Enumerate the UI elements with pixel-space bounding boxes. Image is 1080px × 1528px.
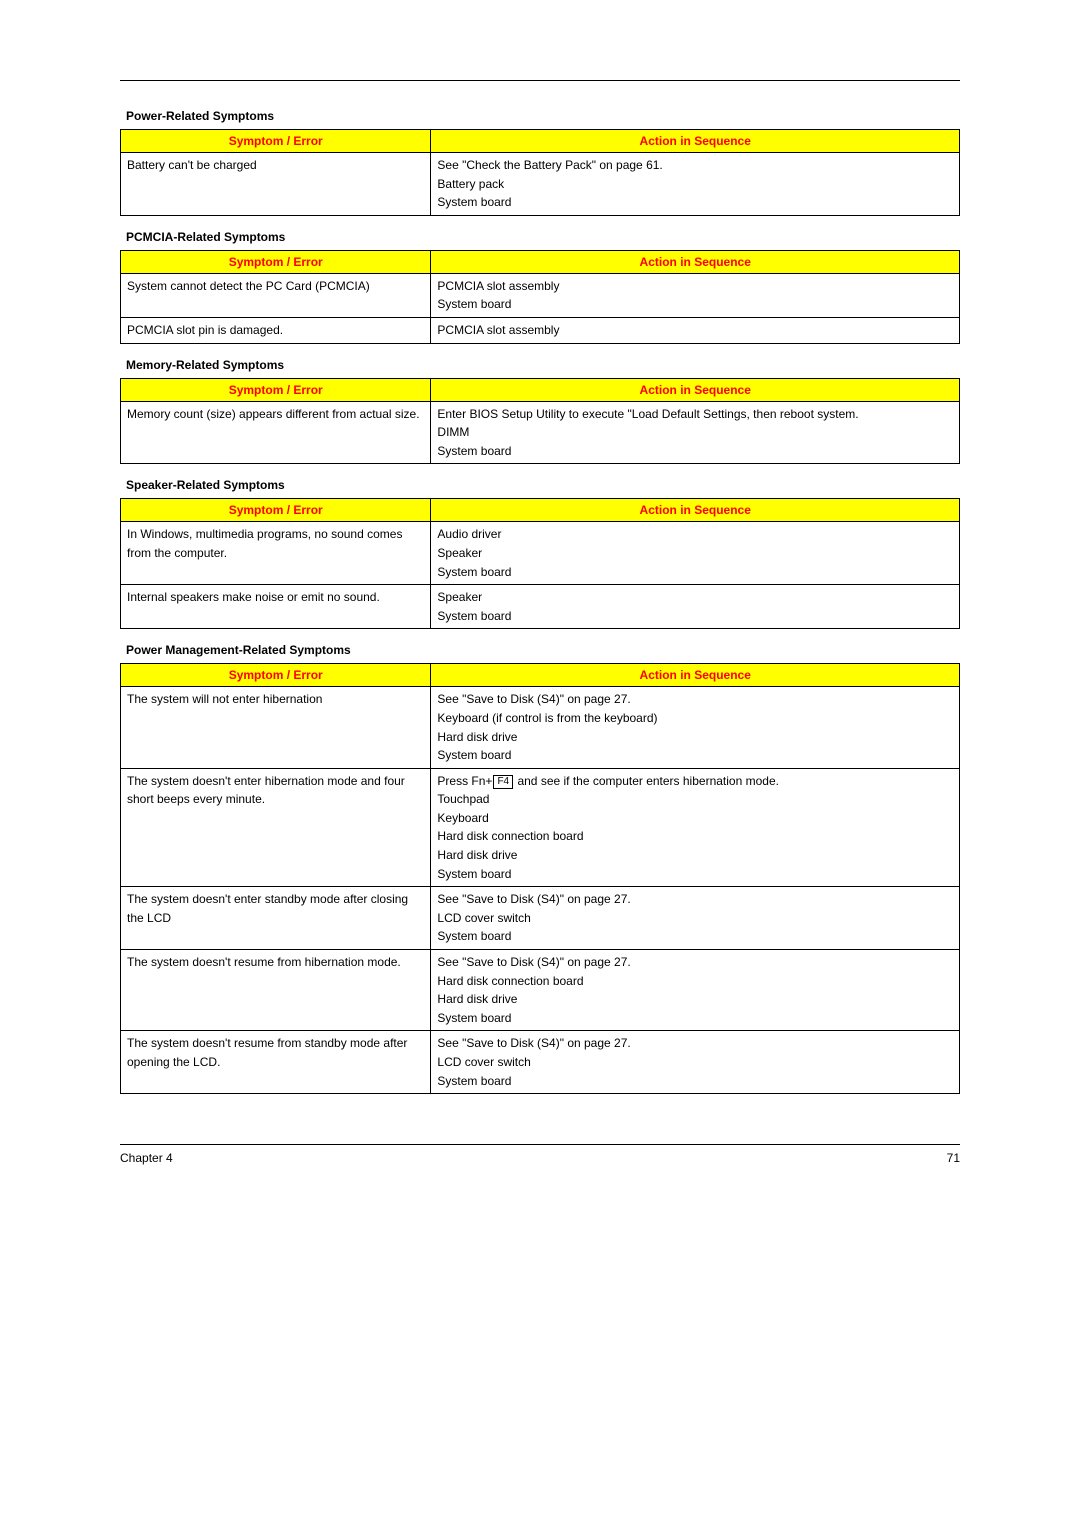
action-cell: PCMCIA slot assemblySystem board [431,273,960,317]
symptom-table: Symptom / ErrorAction in SequenceSystem … [120,250,960,344]
symptom-cell: The system doesn't enter standby mode af… [121,887,431,950]
col-header-action: Action in Sequence [431,664,960,687]
action-cell: Enter BIOS Setup Utility to execute "Loa… [431,401,960,464]
symptom-table: Symptom / ErrorAction in SequenceMemory … [120,378,960,465]
action-cell: See "Check the Battery Pack" on page 61.… [431,153,960,216]
action-cell: See "Save to Disk (S4)" on page 27.LCD c… [431,1031,960,1094]
table-row: Memory count (size) appears different fr… [121,401,960,464]
symptom-table: Symptom / ErrorAction in SequenceIn Wind… [120,498,960,629]
col-header-symptom: Symptom / Error [121,664,431,687]
symptom-cell: The system doesn't enter hibernation mod… [121,768,431,887]
section-title: Memory-Related Symptoms [126,358,960,372]
symptom-cell: Battery can't be charged [121,153,431,216]
action-cell: Press Fn+F4 and see if the computer ente… [431,768,960,887]
table-row: Battery can't be chargedSee "Check the B… [121,153,960,216]
table-row: In Windows, multimedia programs, no soun… [121,522,960,585]
col-header-action: Action in Sequence [431,250,960,273]
table-row: The system doesn't resume from hibernati… [121,950,960,1031]
action-cell: SpeakerSystem board [431,585,960,629]
action-cell: See "Save to Disk (S4)" on page 27.Keybo… [431,687,960,768]
col-header-symptom: Symptom / Error [121,499,431,522]
table-row: The system doesn't enter hibernation mod… [121,768,960,887]
symptom-table: Symptom / ErrorAction in SequenceBattery… [120,129,960,216]
symptom-cell: System cannot detect the PC Card (PCMCIA… [121,273,431,317]
section-title: Power Management-Related Symptoms [126,643,960,657]
action-cell: See "Save to Disk (S4)" on page 27.LCD c… [431,887,960,950]
col-header-action: Action in Sequence [431,130,960,153]
symptom-table: Symptom / ErrorAction in SequenceThe sys… [120,663,960,1094]
page-footer: Chapter 4 71 [120,1144,960,1165]
section-title: Power-Related Symptoms [126,109,960,123]
symptom-cell: The system doesn't resume from standby m… [121,1031,431,1094]
col-header-symptom: Symptom / Error [121,378,431,401]
section-title: PCMCIA-Related Symptoms [126,230,960,244]
col-header-action: Action in Sequence [431,499,960,522]
col-header-symptom: Symptom / Error [121,130,431,153]
symptom-cell: Internal speakers make noise or emit no … [121,585,431,629]
symptom-cell: In Windows, multimedia programs, no soun… [121,522,431,585]
table-row: The system will not enter hibernationSee… [121,687,960,768]
footer-left: Chapter 4 [120,1151,173,1165]
symptom-cell: The system will not enter hibernation [121,687,431,768]
symptom-cell: The system doesn't resume from hibernati… [121,950,431,1031]
table-row: PCMCIA slot pin is damaged.PCMCIA slot a… [121,317,960,343]
table-row: System cannot detect the PC Card (PCMCIA… [121,273,960,317]
col-header-symptom: Symptom / Error [121,250,431,273]
top-rule [120,80,960,81]
table-row: Internal speakers make noise or emit no … [121,585,960,629]
action-cell: PCMCIA slot assembly [431,317,960,343]
table-row: The system doesn't resume from standby m… [121,1031,960,1094]
footer-right: 71 [947,1151,960,1165]
action-cell: See "Save to Disk (S4)" on page 27.Hard … [431,950,960,1031]
table-row: The system doesn't enter standby mode af… [121,887,960,950]
col-header-action: Action in Sequence [431,378,960,401]
symptom-cell: Memory count (size) appears different fr… [121,401,431,464]
symptom-cell: PCMCIA slot pin is damaged. [121,317,431,343]
action-cell: Audio driverSpeakerSystem board [431,522,960,585]
section-title: Speaker-Related Symptoms [126,478,960,492]
keycap-icon: F4 [493,775,513,789]
page-content: Power-Related SymptomsSymptom / ErrorAct… [120,109,960,1094]
